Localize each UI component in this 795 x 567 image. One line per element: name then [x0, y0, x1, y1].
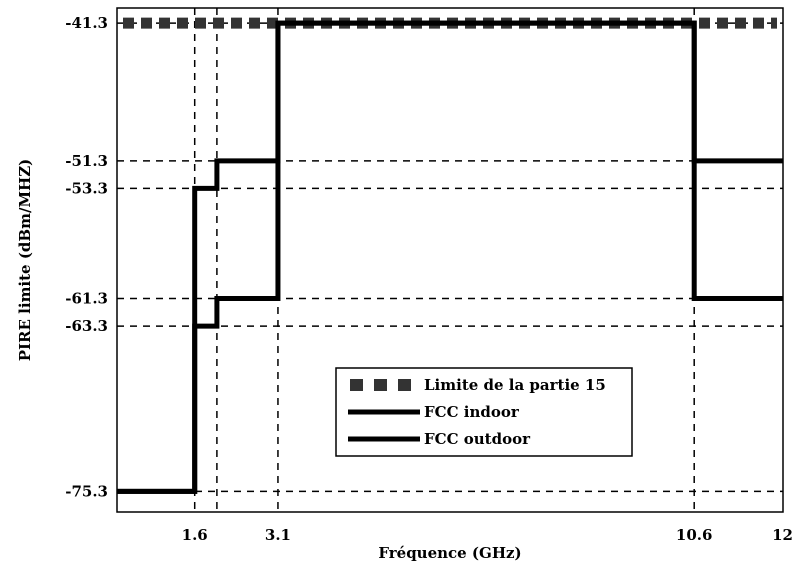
- legend-swatch-square: [374, 379, 387, 391]
- y-tick-label: -61.3: [65, 290, 108, 308]
- y-tick-label: -51.3: [65, 152, 108, 170]
- x-tick-label: 3.1: [265, 526, 291, 544]
- y-tick-label: -53.3: [65, 179, 108, 197]
- x-tick-label: 12: [772, 526, 793, 544]
- y-tick-labels: -41.3 -51.3 -53.3 -61.3 -63.3 -75.3: [65, 14, 108, 500]
- legend-label: Limite de la partie 15: [424, 376, 606, 394]
- x-tick-label: 10.6: [676, 526, 713, 544]
- y-tick-label: -63.3: [65, 317, 108, 335]
- y-tick-label: -75.3: [65, 482, 108, 500]
- legend-swatch-square: [398, 379, 411, 391]
- x-tick-labels: 1.6 3.1 10.6 12: [182, 526, 793, 544]
- legend-swatch-square: [350, 379, 363, 391]
- y-tick-label: -41.3: [65, 14, 108, 32]
- legend: Limite de la partie 15 FCC indoor FCC outd…: [336, 368, 632, 456]
- legend-label: FCC outdoor: [424, 430, 531, 448]
- x-axis-label: Fréquence (GHz): [378, 544, 521, 562]
- y-axis-label: PIRE limite (dBm/MHZ): [16, 159, 34, 362]
- x-tick-label: 1.6: [182, 526, 208, 544]
- legend-label: FCC indoor: [424, 403, 520, 421]
